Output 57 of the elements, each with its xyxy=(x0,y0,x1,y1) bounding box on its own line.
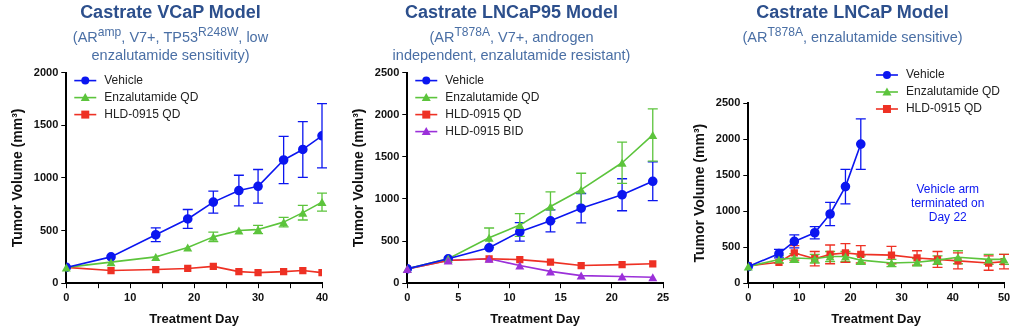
x-axis-title: Treatment Day xyxy=(148,310,240,326)
x-tick-label: 15 xyxy=(554,290,567,303)
x-tick-label: 30 xyxy=(251,290,264,303)
legend-label: HLD-0915 BID xyxy=(444,123,524,138)
y-axis-title: Tumor Volume (mm³) xyxy=(349,108,366,248)
y-tick-label: 1000 xyxy=(33,170,58,183)
legend-label: HLD-0915 QD xyxy=(905,101,982,116)
x-tick-label: 10 xyxy=(502,290,516,303)
y-tick-label: 1500 xyxy=(33,118,58,131)
x-tick-label: 10 xyxy=(123,290,136,303)
y-tick-label: 2000 xyxy=(715,132,740,145)
chart-title: Castrate VCaP Model xyxy=(80,2,261,23)
legend-label: HLD-0915 QD xyxy=(444,106,522,121)
y-tick-label: 2500 xyxy=(715,96,740,109)
x-tick-label: 0 xyxy=(403,290,410,303)
chart-subtitle: (AR$^{T878A}$, V7+, androgen independent, enzalutamide resistant) xyxy=(391,24,632,63)
x-tick-label: 30 xyxy=(895,290,908,303)
x-tick-label: 5 xyxy=(454,290,461,303)
legend-label: Enzalutamide QD xyxy=(444,89,540,104)
legend-label: Vehicle xyxy=(905,67,945,82)
y-tick-label: 0 xyxy=(733,276,740,289)
y-tick-label: 0 xyxy=(51,276,58,289)
x-tick-label: 0 xyxy=(744,290,751,303)
annotation: Vehicle arm terminated on Day 22 xyxy=(910,182,984,225)
y-tick-label: 2000 xyxy=(33,65,58,78)
y-tick-label: 500 xyxy=(380,234,399,247)
y-tick-label: 1500 xyxy=(715,168,740,181)
y-tick-label: 1000 xyxy=(374,191,399,204)
x-tick-label: 20 xyxy=(187,290,200,303)
chart-subtitle: (AR$^{amp}$, V7+, TP53$^{R248W}$, low enzalutamide sensitivity) xyxy=(71,24,270,63)
x-tick-label: 10 xyxy=(792,290,806,303)
x-axis-title: Treatment Day xyxy=(489,310,581,326)
x-tick-label: 25 xyxy=(656,290,669,303)
y-tick-label: 2000 xyxy=(374,107,399,120)
x-tick-label: 0 xyxy=(62,290,69,303)
y-tick-label: 500 xyxy=(721,240,740,253)
y-tick-label: 0 xyxy=(392,276,399,289)
x-tick-label: 40 xyxy=(315,290,328,303)
x-tick-label: 50 xyxy=(997,290,1010,303)
legend-label: HLD-0915 QD xyxy=(103,106,181,121)
chart-title: Castrate LNCaP Model xyxy=(756,2,949,23)
legend-label: Vehicle xyxy=(103,72,143,87)
y-tick-label: 1000 xyxy=(715,204,740,217)
x-tick-label: 20 xyxy=(843,290,857,303)
x-axis-title: Treatment Day xyxy=(830,310,922,326)
chart-title: Castrate LNCaP95 Model xyxy=(404,2,619,23)
x-tick-label: 20 xyxy=(605,290,618,303)
legend-label: Enzalutamide QD xyxy=(905,84,1000,99)
y-tick-label: 2500 xyxy=(374,65,399,78)
x-tick-label: 40 xyxy=(946,290,959,303)
y-tick-label: 500 xyxy=(39,223,58,236)
legend-label: Enzalutamide QD xyxy=(103,89,199,104)
y-tick-label: 1500 xyxy=(374,149,399,162)
legend-label: Vehicle xyxy=(444,72,484,87)
y-axis-title: Tumor Volume (mm³) xyxy=(690,123,707,263)
chart-subtitle: (AR$^{T878A}$, enzalutamide sensitive) xyxy=(741,24,964,47)
y-axis-title: Tumor Volume (mm³) xyxy=(8,108,25,248)
